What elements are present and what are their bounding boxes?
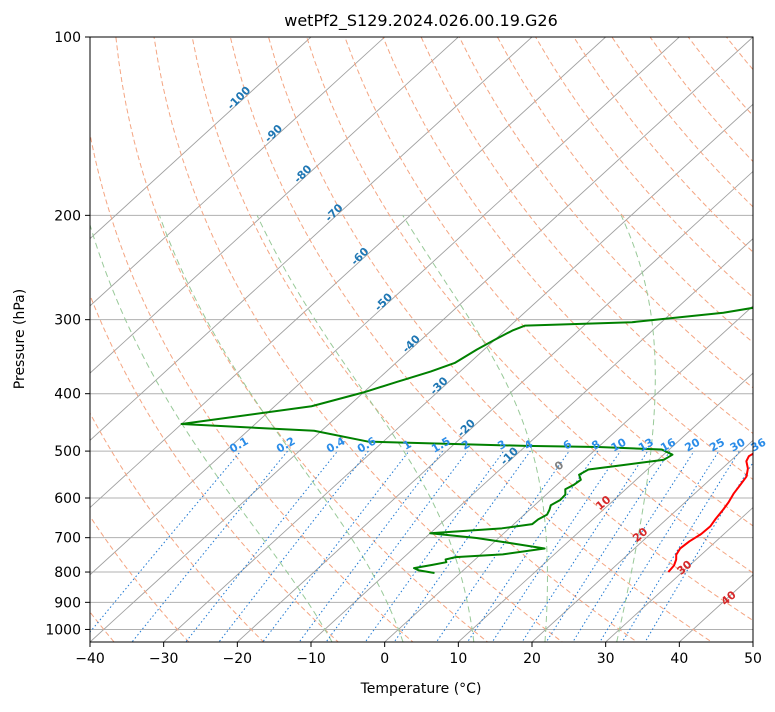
mixing-ratio-30 [621, 450, 740, 642]
sounding-series [180, 306, 753, 574]
y-tick-label: 400 [54, 387, 81, 403]
x-tick-label: 50 [744, 651, 762, 667]
isotherm--40 [90, 37, 753, 642]
mixing-ratio-10 [491, 450, 621, 642]
mixing-ratio-20 [572, 450, 695, 642]
dewpoint-line [180, 306, 753, 574]
dry-adiabat--10 [90, 293, 339, 642]
dry-adiabat--20 [90, 412, 265, 642]
isotherm--50 [90, 37, 681, 576]
x-tick-label: 0 [380, 651, 389, 667]
plot-frame [89, 36, 754, 643]
isotherm-10 [457, 372, 753, 642]
temperature-line [667, 452, 753, 573]
mixing-ratio-0.4 [185, 450, 338, 642]
isotherm--20 [236, 170, 753, 642]
isotherm--10 [310, 238, 753, 642]
mixing-ratio-4 [393, 450, 531, 642]
axes: −40 −30 −20 −10 0 10 20 30 40 50 100 200 300 400 500 60… [45, 30, 762, 667]
moist-adiabat--10 [90, 223, 333, 642]
y-axis-label: Pressure (hPa) [12, 289, 28, 389]
x-tick-label: 10 [449, 651, 467, 667]
mixing-ratio-8 [466, 450, 599, 642]
y-tick-label: 600 [54, 491, 81, 507]
x-tick-label: −10 [296, 651, 326, 667]
mixing-ratio-16 [545, 450, 671, 642]
dry-adiabat-60 [306, 37, 753, 574]
x-tick-label: 40 [670, 651, 688, 667]
x-tick-label: −20 [223, 651, 253, 667]
y-tick-label: 300 [54, 313, 81, 329]
dry-adiabat-80 [382, 37, 753, 481]
y-tick-label: 800 [54, 565, 81, 581]
dry-adiabat-30 [191, 37, 638, 642]
isotherm--60 [90, 37, 607, 509]
x-axis-label: Temperature (°C) [360, 681, 482, 697]
y-tick-label: 700 [54, 531, 81, 547]
moist-adiabat-0 [158, 215, 404, 642]
mixing-ratio-1 [262, 450, 410, 642]
dry-adiabat--30 [90, 515, 190, 642]
y-tick-label: 100 [54, 30, 81, 46]
dry-adiabat-100 [458, 37, 753, 389]
isotherm-20 [531, 439, 753, 642]
dry-adiabat-70 [344, 37, 753, 527]
x-tick-label: 20 [523, 651, 541, 667]
x-tick-label: −30 [149, 651, 179, 667]
y-tick-label: 1000 [45, 622, 81, 638]
background-grid [90, 37, 753, 642]
chart-title: wetPf2_S129.2024.026.00.19.G26 [284, 11, 558, 31]
mixing-ratio-13 [521, 450, 649, 642]
dry-adiabat-40 [229, 37, 713, 642]
y-tick-label: 200 [54, 208, 81, 224]
isotherm--80 [90, 37, 460, 374]
isotherm-30 [605, 506, 753, 642]
isotherm--70 [90, 37, 533, 441]
y-tick-label: 900 [54, 595, 81, 611]
dry-adiabat-0 [90, 131, 414, 642]
isotherm-0 [384, 305, 753, 642]
x-tick-label: 30 [597, 651, 615, 667]
isotherm--30 [163, 103, 753, 642]
moist-adiabat-30 [616, 215, 656, 642]
moist-adiabat-20 [402, 215, 548, 642]
isotherm--90 [90, 37, 386, 307]
mixing-ratio-25 [599, 450, 720, 642]
moist-adiabat-10 [256, 215, 475, 642]
dry-adiabat-20 [153, 37, 564, 642]
y-tick-label: 500 [54, 444, 81, 460]
mixing-ratio-0.2 [131, 450, 288, 642]
dry-adiabat-10 [115, 37, 489, 642]
mixing-ratio-3 [364, 450, 505, 642]
x-tick-label: −40 [75, 651, 105, 667]
